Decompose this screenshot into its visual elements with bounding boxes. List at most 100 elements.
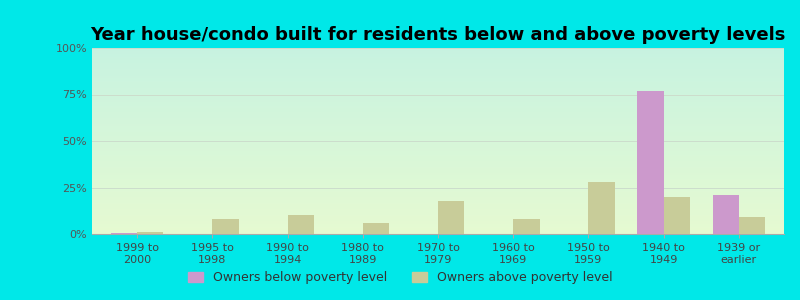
Bar [92,216,784,217]
Bar [92,212,784,213]
Bar [137,232,163,234]
Bar [438,200,464,234]
Bar [92,184,784,185]
Bar [92,110,784,111]
Bar [92,95,784,96]
Bar [92,97,784,98]
Bar [92,160,784,161]
Bar [92,87,784,88]
Bar [92,146,784,147]
Bar [514,219,539,234]
Bar [92,115,784,116]
Bar [92,135,784,136]
Bar [92,182,784,183]
Bar [92,102,784,103]
Bar [92,114,784,115]
Bar [362,223,389,234]
Bar [92,217,784,218]
Bar [92,117,784,118]
Bar [92,223,784,224]
Bar [92,202,784,203]
Bar [92,133,784,134]
Bar [92,232,784,233]
Bar [92,89,784,90]
Bar [92,82,784,83]
Bar [92,96,784,97]
Bar [92,66,784,67]
Bar [92,180,784,181]
Bar [212,219,238,234]
Bar [92,132,784,133]
Bar [92,70,784,71]
Bar [739,217,765,234]
Bar [92,161,784,162]
Bar [92,185,784,186]
Bar [92,205,784,206]
Bar [92,213,784,214]
Bar [92,193,784,194]
Bar [92,197,784,198]
Bar [638,91,664,234]
Bar [92,162,784,163]
Bar [92,119,784,120]
Bar [92,231,784,232]
Bar [92,175,784,176]
Bar [92,61,784,62]
Bar [92,226,784,227]
Bar [92,64,784,65]
Bar [92,218,784,219]
Bar [92,134,784,135]
Bar [92,222,784,223]
Bar [92,105,784,106]
Bar [92,92,784,93]
Bar [92,190,784,191]
Bar [92,227,784,228]
Bar [92,63,784,64]
Bar [92,121,784,122]
Bar [92,126,784,127]
Bar [92,56,784,57]
Bar [92,173,784,175]
Bar [92,73,784,74]
Bar [664,197,690,234]
Bar [92,140,784,141]
Bar [92,72,784,73]
Bar [92,107,784,108]
Bar [92,75,784,76]
Bar [92,71,784,72]
Bar [92,229,784,230]
Bar [92,76,784,77]
Bar [92,60,784,61]
Bar [92,151,784,152]
Bar [92,93,784,94]
Bar [92,155,784,156]
Bar [92,131,784,132]
Bar [92,49,784,50]
Bar [92,68,784,69]
Bar [92,55,784,56]
Bar [92,203,784,204]
Bar [92,142,784,143]
Bar [92,148,784,149]
Bar [92,177,784,178]
Bar [92,196,784,197]
Bar [92,69,784,70]
Bar [92,103,784,104]
Bar [92,123,784,124]
Bar [92,208,784,209]
Bar [92,192,784,193]
Bar [92,86,784,87]
Bar [92,120,784,121]
Bar [92,165,784,166]
Legend: Owners below poverty level, Owners above poverty level: Owners below poverty level, Owners above… [182,265,618,291]
Bar [92,108,784,110]
Bar [92,100,784,101]
Bar [92,179,784,180]
Bar [92,91,784,92]
Bar [92,207,784,208]
Bar [92,195,784,196]
Bar [92,80,784,82]
Bar [92,113,784,114]
Bar [92,194,784,195]
Bar [713,195,739,234]
